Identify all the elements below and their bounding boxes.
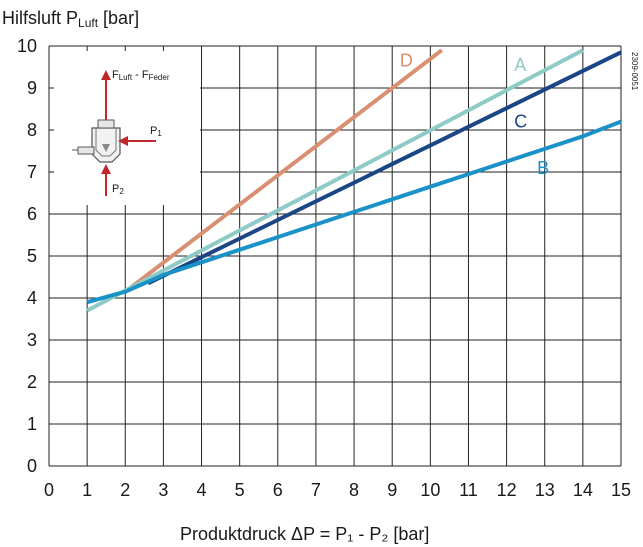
x-tick-label-4: 4 — [197, 480, 207, 500]
y-tick-label-10: 10 — [17, 36, 37, 56]
valve-schematic: FLuft - FFeder P1 P2 — [54, 51, 200, 205]
x-tick-label-13: 13 — [535, 480, 555, 500]
x-tick-label-8: 8 — [349, 480, 359, 500]
x-tick-label-0: 0 — [44, 480, 54, 500]
p1-arrow-icon — [118, 136, 128, 146]
x-tick-label-14: 14 — [573, 480, 593, 500]
y-tick-label-1: 1 — [27, 414, 37, 434]
x-tick-label-10: 10 — [420, 480, 440, 500]
figure-code: 2309-0051 — [630, 52, 639, 91]
series-line-A — [86, 48, 584, 313]
x-tick-label-15: 15 — [611, 480, 631, 500]
p1-label: P1 — [150, 125, 162, 138]
series-label-A: A — [514, 55, 526, 75]
x-axis-title: Produktdruck ΔP = P₁ - P₂ [bar] — [180, 524, 429, 544]
force-arrow-icon — [101, 70, 111, 80]
x-tick-label-2: 2 — [120, 480, 130, 500]
force-label: FLuft - FFeder — [112, 69, 170, 82]
y-tick-label-5: 5 — [27, 246, 37, 266]
series-label-D: D — [400, 51, 413, 71]
x-tick-label-3: 3 — [158, 480, 168, 500]
series-label-C: C — [514, 112, 527, 132]
x-tick-label-9: 9 — [387, 480, 397, 500]
y-tick-label-0: 0 — [27, 456, 37, 476]
series-line-B — [86, 119, 622, 305]
p2-arrow-icon — [101, 164, 111, 174]
x-tick-label-5: 5 — [235, 480, 245, 500]
y-tick-label-6: 6 — [27, 204, 37, 224]
y-tick-label-2: 2 — [27, 372, 37, 392]
valve-body-icon — [72, 119, 121, 163]
y-tick-label-8: 8 — [27, 120, 37, 140]
y-axis-title: Hilfsluft PLuft [bar] — [2, 8, 139, 30]
x-tick-label-7: 7 — [311, 480, 321, 500]
y-tick-label-3: 3 — [27, 330, 37, 350]
inset-background — [54, 51, 200, 205]
y-tick-label-7: 7 — [27, 162, 37, 182]
x-tick-label-1: 1 — [82, 480, 92, 500]
series-label-B: B — [537, 158, 549, 178]
series-group: D A C B — [86, 48, 622, 313]
series-line-D — [124, 48, 444, 294]
p2-label: P2 — [112, 183, 124, 196]
y-tick-label-9: 9 — [27, 78, 37, 98]
x-tick-label-11: 11 — [459, 480, 478, 500]
series-line-C — [147, 50, 622, 286]
y-tick-label-4: 4 — [27, 288, 37, 308]
x-tick-label-6: 6 — [273, 480, 283, 500]
x-tick-label-12: 12 — [497, 480, 517, 500]
